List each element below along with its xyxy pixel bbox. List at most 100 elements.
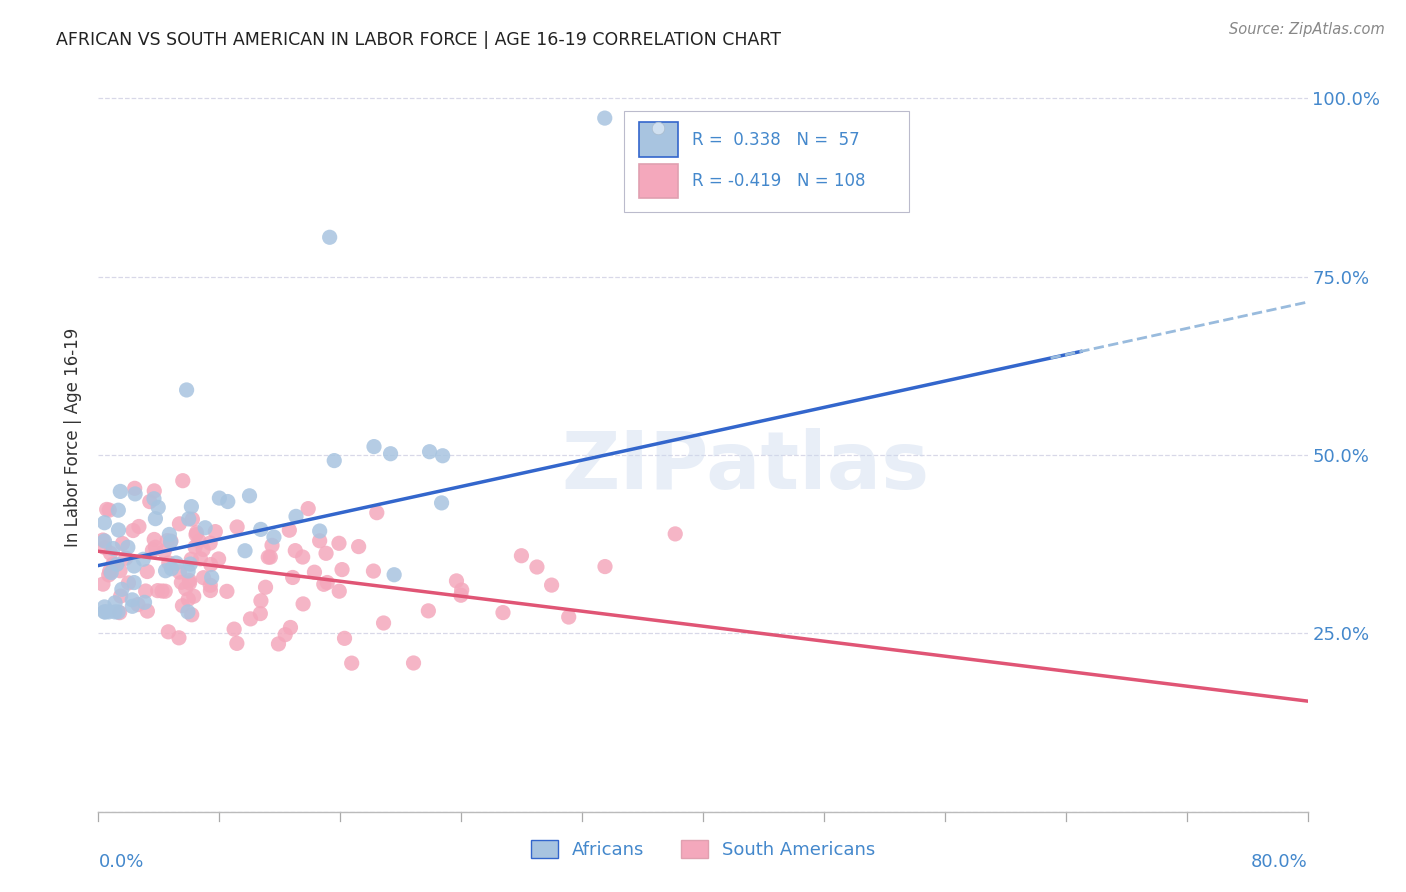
- Point: [249, 522, 271, 536]
- Point: [257, 550, 280, 565]
- Point: [418, 604, 440, 618]
- Point: [97, 567, 120, 582]
- Point: [145, 540, 167, 554]
- Point: [200, 578, 222, 592]
- Point: [510, 549, 533, 563]
- Point: [308, 533, 330, 548]
- Point: [180, 500, 202, 514]
- Point: [432, 449, 454, 463]
- Point: [179, 576, 201, 591]
- Point: [117, 540, 139, 554]
- Y-axis label: In Labor Force | Age 16-19: In Labor Force | Age 16-19: [65, 327, 83, 547]
- Point: [156, 533, 179, 548]
- Point: [446, 574, 468, 588]
- Point: [184, 540, 207, 554]
- Point: [153, 544, 176, 558]
- Point: [143, 533, 166, 547]
- Point: [98, 564, 121, 578]
- Point: [280, 620, 302, 634]
- Point: [145, 511, 167, 525]
- Point: [160, 534, 183, 549]
- Point: [157, 556, 180, 570]
- Point: [177, 512, 200, 526]
- Point: [117, 575, 139, 590]
- Point: [297, 501, 319, 516]
- Point: [373, 615, 395, 630]
- Text: 0.0%: 0.0%: [98, 853, 143, 871]
- Point: [183, 589, 205, 603]
- Point: [176, 383, 198, 397]
- Point: [136, 565, 159, 579]
- Point: [157, 624, 180, 639]
- Point: [191, 542, 214, 557]
- Point: [146, 583, 169, 598]
- Point: [122, 559, 145, 574]
- Point: [233, 543, 256, 558]
- Point: [114, 551, 136, 566]
- Point: [121, 592, 143, 607]
- Point: [226, 520, 249, 534]
- Point: [284, 543, 307, 558]
- Point: [380, 447, 402, 461]
- Point: [238, 489, 260, 503]
- Point: [97, 605, 120, 619]
- Point: [186, 525, 208, 540]
- FancyBboxPatch shape: [638, 163, 678, 198]
- Text: ZIPatlas: ZIPatlas: [561, 428, 929, 506]
- Point: [148, 500, 170, 515]
- Point: [250, 593, 273, 607]
- Point: [108, 606, 131, 620]
- Point: [110, 589, 132, 603]
- Point: [132, 552, 155, 566]
- Point: [593, 559, 616, 574]
- Point: [200, 583, 222, 598]
- Text: Source: ZipAtlas.com: Source: ZipAtlas.com: [1229, 22, 1385, 37]
- Point: [201, 570, 224, 584]
- Point: [254, 580, 277, 594]
- Point: [190, 551, 212, 566]
- Point: [366, 506, 388, 520]
- Point: [111, 582, 134, 597]
- Point: [127, 598, 149, 612]
- Point: [135, 584, 157, 599]
- Point: [139, 494, 162, 508]
- Point: [169, 565, 191, 579]
- Point: [318, 230, 340, 244]
- Point: [153, 584, 176, 599]
- Point: [134, 595, 156, 609]
- Point: [93, 533, 115, 548]
- Point: [450, 588, 472, 602]
- Point: [363, 440, 385, 454]
- Text: 80.0%: 80.0%: [1251, 853, 1308, 871]
- Point: [108, 564, 131, 578]
- Point: [155, 564, 177, 578]
- Point: [181, 512, 204, 526]
- Point: [316, 575, 339, 590]
- Point: [141, 543, 163, 558]
- Point: [557, 610, 579, 624]
- Point: [330, 563, 353, 577]
- Point: [225, 636, 247, 650]
- Point: [104, 596, 127, 610]
- Point: [177, 592, 200, 607]
- Point: [122, 575, 145, 590]
- Point: [179, 574, 201, 588]
- Point: [107, 523, 129, 537]
- Point: [402, 656, 425, 670]
- Point: [204, 524, 226, 539]
- Point: [111, 536, 134, 550]
- Point: [177, 564, 200, 578]
- Point: [93, 605, 115, 619]
- Point: [94, 605, 117, 619]
- Point: [157, 527, 180, 541]
- Point: [291, 549, 314, 564]
- Point: [136, 604, 159, 618]
- Point: [217, 494, 239, 508]
- Point: [263, 530, 285, 544]
- Point: [110, 484, 132, 499]
- Point: [184, 527, 207, 541]
- FancyBboxPatch shape: [638, 122, 678, 157]
- Point: [224, 622, 246, 636]
- Point: [121, 599, 143, 614]
- Point: [540, 578, 562, 592]
